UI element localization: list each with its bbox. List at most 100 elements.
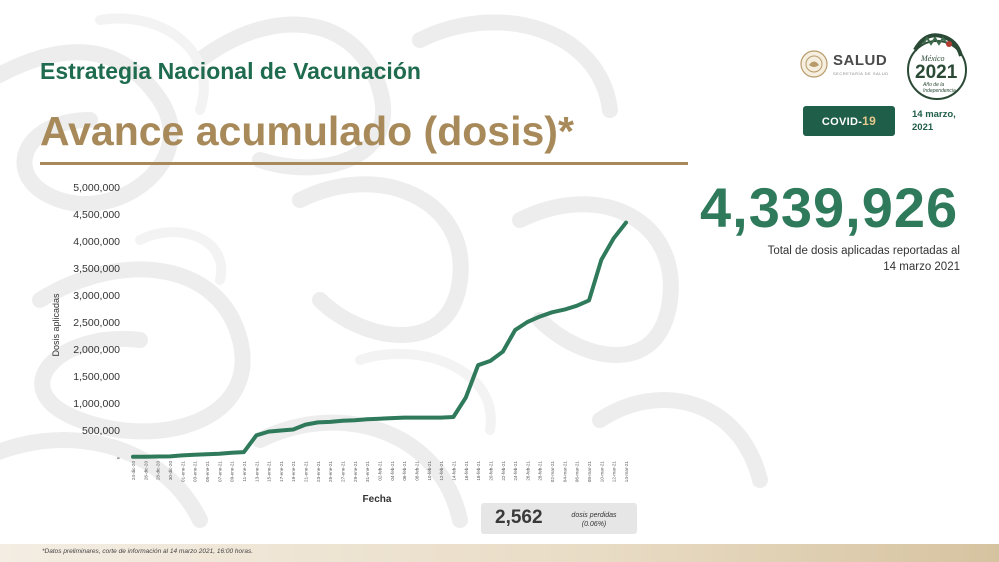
y-tick-label: 2,500,000 [73, 317, 120, 329]
lost-doses-box: 2,562 dosis perdidas (0.06%) [481, 503, 637, 534]
mexico-2021-logo: México 2021 Año de la Independencia [905, 30, 969, 102]
y-tick-label: 1,500,000 [73, 371, 120, 383]
total-caption-line1: Total de dosis aplicadas reportadas al [767, 245, 960, 257]
salud-subtext: SECRETARÍA DE SALUD [833, 71, 889, 76]
series-points [131, 221, 628, 459]
data-point [365, 417, 369, 421]
data-point [340, 419, 345, 423]
total-caption-line2: 14 marzo 2021 [883, 261, 960, 273]
x-tick-label: 04-feb-21 [390, 461, 395, 481]
x-tick-label: 12-feb-21 [439, 461, 444, 481]
data-point [525, 320, 529, 324]
x-axis: 24-dic-20 26-dic-20 28-dic-20 30-dic-20 01-e… [131, 461, 629, 483]
data-point [451, 415, 455, 419]
total-doses-value: 4,339,926 [700, 176, 959, 239]
x-tick-label: 20-feb-21 [488, 461, 493, 481]
x-tick-label: 14-feb-21 [451, 461, 456, 481]
data-point [205, 452, 209, 456]
data-point [414, 416, 419, 420]
y-tick-label: 2,000,000 [73, 344, 120, 356]
covid-badge-prefix: COVID- [821, 116, 863, 128]
x-tick-label: 12-mar-21 [612, 461, 617, 483]
report-date-line2: 2021 [912, 122, 934, 133]
y-tick-label: 500,000 [82, 425, 120, 437]
doses-line-chart: - 500,000 1,000,000 1,500,000 2,000,000 2,500… [51, 182, 629, 505]
y-tick-label: 1,000,000 [73, 398, 120, 410]
x-tick-label: 30-dic-20 [168, 461, 173, 481]
header-logos: SALUD SECRETARÍA DE SALUD México 2021 Añ… [800, 30, 980, 102]
data-point [193, 453, 197, 457]
mexico-logo-year: 2021 [915, 62, 958, 83]
x-tick-label: 10-mar-21 [599, 461, 604, 483]
coat-of-arms-icon [800, 50, 828, 78]
x-tick-label: 24-feb-21 [513, 461, 518, 481]
x-tick-label: 26-feb-21 [525, 461, 530, 481]
x-tick-label: 19-ene-21 [291, 461, 296, 482]
x-tick-label: 03-ene-21 [193, 461, 198, 482]
x-tick-label: 13-ene-21 [254, 461, 259, 482]
data-point [612, 236, 616, 240]
footnote: *Datos preliminares, corte de informació… [42, 548, 253, 555]
x-tick-label: 16-feb-21 [464, 461, 469, 481]
data-point [427, 416, 431, 420]
data-point [328, 420, 332, 424]
lost-doses-label-line2: (0.06%) [581, 521, 607, 528]
x-tick-label: 08-feb-21 [414, 461, 419, 481]
x-tick-label: 29-ene-21 [353, 461, 358, 482]
y-axis: - 500,000 1,000,000 1,500,000 2,000,000 2,500… [73, 182, 120, 464]
data-point [550, 310, 554, 314]
total-doses-caption: Total de dosis aplicadas reportadas al 1… [700, 243, 960, 275]
x-tick-label: 10-feb-21 [427, 461, 432, 481]
page-subtitle: Avance acumulado (dosis)* [40, 108, 574, 154]
series-line-dosis [131, 220, 628, 459]
y-tick-label: 3,000,000 [73, 290, 120, 302]
data-point [390, 416, 394, 420]
x-tick-label: 01-ene-21 [180, 461, 185, 482]
data-point [230, 451, 234, 455]
x-tick-label: 21-ene-21 [304, 461, 309, 482]
lost-doses-value: 2,562 [495, 507, 543, 528]
x-tick-label: 08-mar-21 [587, 461, 592, 483]
x-axis-label: Fecha [363, 494, 392, 505]
lost-doses-label-line1: dosis perdidas [571, 512, 617, 519]
data-point [513, 328, 517, 332]
x-tick-label: 11-ene-21 [242, 461, 247, 482]
y-tick-label: 5,000,000 [73, 182, 120, 194]
data-point [488, 359, 492, 363]
footer-band: *Datos preliminares, corte de informació… [0, 544, 999, 562]
data-point [279, 428, 283, 433]
data-point [316, 420, 320, 424]
x-tick-label: 02-mar-21 [550, 461, 555, 483]
x-tick-label: 31-ene-21 [365, 461, 370, 482]
data-point [180, 453, 184, 457]
data-point [377, 417, 382, 421]
x-tick-label: 24-dic-20 [131, 461, 136, 481]
data-point [575, 304, 579, 308]
data-point [353, 418, 357, 422]
data-point [217, 452, 221, 456]
report-date-line1: 14 marzo, [912, 109, 956, 120]
salud-logo: SALUD SECRETARÍA DE SALUD [800, 46, 900, 82]
data-point [599, 258, 603, 262]
x-tick-label: 22-feb-21 [501, 461, 506, 481]
data-point [156, 454, 160, 459]
data-point [242, 450, 246, 454]
x-tick-label: 06-mar-21 [575, 461, 580, 483]
x-tick-label: 09-ene-21 [230, 461, 235, 482]
data-point [168, 454, 172, 458]
x-tick-label: 06-feb-21 [402, 461, 407, 481]
x-tick-label: 14-mar-21 [624, 461, 629, 483]
data-point [464, 396, 468, 400]
x-tick-label: 23-ene-21 [316, 461, 321, 482]
mexico-2021-emblem-icon [907, 33, 967, 100]
data-point [439, 416, 443, 420]
x-tick-label: 07-ene-21 [217, 461, 222, 482]
data-point [402, 416, 406, 420]
data-point [476, 363, 480, 367]
x-tick-label: 15-ene-21 [267, 461, 272, 482]
x-tick-label: 04-mar-21 [562, 461, 567, 483]
page-title: Estrategia Nacional de Vacunación [40, 58, 421, 84]
y-axis-label: Dosis aplicadas [51, 293, 61, 357]
report-date: 14 marzo, 2021 [912, 108, 972, 134]
